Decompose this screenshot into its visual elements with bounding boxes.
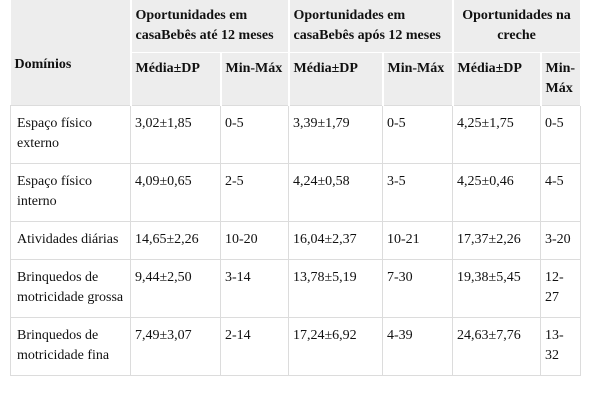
domain-cell: Atividades diárias [10, 221, 131, 260]
corner-header: Domínios [10, 0, 132, 106]
value-cell: 13,78±5,19 [288, 259, 383, 318]
value-cell: 3-14 [220, 259, 289, 318]
table-row: Brinquedos de motricidade grossa 9,44±2,5… [10, 259, 582, 318]
value-cell: 10-20 [220, 221, 289, 260]
value-cell: 12-27 [540, 259, 582, 318]
value-cell: 0-5 [220, 105, 289, 164]
subheader: Min-Máx [220, 52, 290, 106]
value-cell: 4,25±0,46 [452, 163, 542, 222]
table-row: Atividades diárias 14,65±2,26 10-20 16,04±2… [10, 221, 582, 260]
subheader: Min-Máx [382, 52, 454, 106]
value-cell: 17,37±2,26 [452, 221, 542, 260]
subheader: Média±DP [288, 52, 384, 106]
subheader-row: Média±DP Min-Máx Média±DP Min-Máx Média±DP Mi… [11, 52, 582, 106]
value-cell: 3,39±1,79 [288, 105, 383, 164]
value-cell: 24,63±7,76 [452, 317, 542, 376]
domain-cell: Brinquedos de motricidade grossa [10, 259, 131, 318]
subheader: Média±DP [130, 52, 222, 106]
group-header: Oportunidades na creche [452, 0, 582, 53]
header-row: Domínios Oportunidades em casaBebês até … [10, 0, 582, 106]
value-cell: 0-5 [381, 105, 454, 164]
value-cell: 4,24±0,58 [288, 163, 383, 222]
group-header: Oportunidades em casaBebês até 12 meses [130, 0, 290, 53]
value-cell: 2-14 [220, 317, 289, 376]
table-row: Espaço físico externo 3,02±1,85 0-5 3,39±1,… [10, 105, 582, 164]
value-cell: 7,49±3,07 [130, 317, 221, 376]
value-cell: 0-5 [540, 105, 582, 164]
value-cell: 3,02±1,85 [130, 105, 221, 164]
table-body: Espaço físico externo 3,02±1,85 0-5 3,39±1,… [10, 105, 582, 376]
domain-cell: Espaço físico externo [10, 105, 131, 164]
data-table: Domínios Oportunidades em casaBebês até … [10, 0, 582, 376]
value-cell: 4,25±1,75 [452, 105, 542, 164]
value-cell: 3-5 [381, 163, 454, 222]
value-cell: 3-20 [540, 221, 582, 260]
group-header: Oportunidades em casaBebês após 12 meses [288, 0, 454, 53]
value-cell: 19,38±5,45 [452, 259, 542, 318]
value-cell: 2-5 [220, 163, 289, 222]
value-cell: 17,24±6,92 [288, 317, 383, 376]
value-cell: 16,04±2,37 [288, 221, 383, 260]
subheader: Média±DP [452, 52, 542, 106]
value-cell: 14,65±2,26 [130, 221, 221, 260]
value-cell: 4-39 [381, 317, 454, 376]
table-head: Domínios Oportunidades em casaBebês até … [10, 0, 582, 106]
domain-cell: Espaço físico interno [10, 163, 131, 222]
value-cell: 10-21 [381, 221, 454, 260]
value-cell: 13-32 [540, 317, 582, 376]
value-cell: 4-5 [540, 163, 582, 222]
value-cell: 4,09±0,65 [130, 163, 221, 222]
domain-cell: Brinquedos de motricidade fina [10, 317, 131, 376]
value-cell: 9,44±2,50 [130, 259, 221, 318]
table-row: Espaço físico interno 4,09±0,65 2-5 4,24±0,… [10, 163, 582, 222]
subheader: Min-Máx [540, 52, 582, 106]
value-cell: 7-30 [381, 259, 454, 318]
table-row: Brinquedos de motricidade fina 7,49±3,07 2… [10, 317, 582, 376]
